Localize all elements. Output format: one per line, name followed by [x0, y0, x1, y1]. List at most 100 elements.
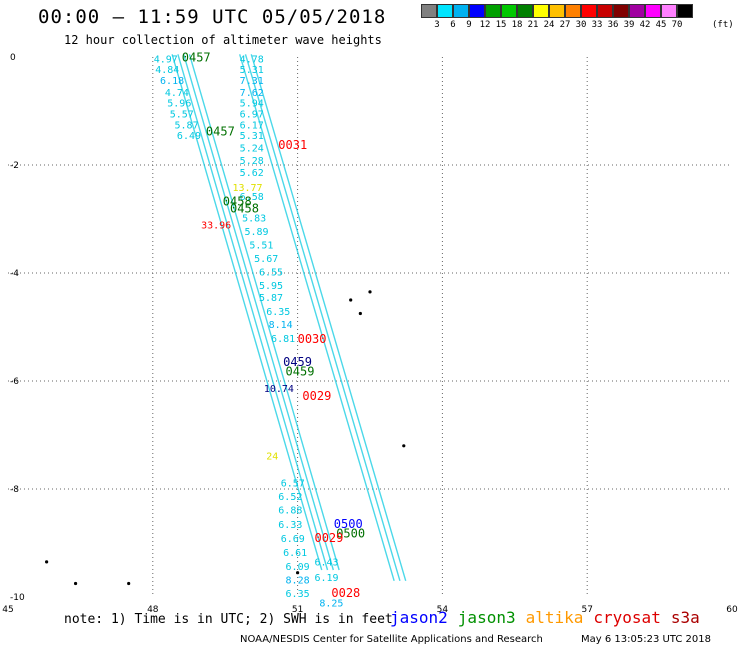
legend-label: 18 — [511, 20, 523, 30]
y-tick-label: -2 — [10, 161, 19, 171]
swh-label: 5.96 — [167, 99, 191, 110]
legend-swatch — [565, 4, 581, 18]
swh-label: 5.87 — [259, 293, 283, 304]
island-mark — [45, 560, 49, 564]
swh-label: 6.43 — [314, 558, 338, 569]
credit-text: NOAA/NESDIS Center for Satellite Applica… — [240, 634, 543, 645]
color-legend: (ft) 3 6 9 12 15 18 21 24 27 30 33 36 39 42 45 70 — [421, 4, 734, 32]
legend-label: 33 — [591, 20, 603, 30]
time-label: 0500 — [334, 517, 363, 531]
swh-label: 6.18 — [160, 76, 184, 87]
satellite-track-left — [183, 54, 334, 571]
x-tick-label: 45 — [2, 605, 13, 615]
legend-swatch — [533, 4, 549, 18]
swh-label: 5.83 — [242, 214, 266, 225]
legend-label: 21 — [527, 20, 539, 30]
legend-swatch — [549, 4, 565, 18]
legend-swatch — [597, 4, 613, 18]
note-text: note: 1) Time is in UTC; 2) SWH is in fe… — [64, 612, 393, 627]
swh-label: 5.31 — [240, 65, 264, 76]
swh-label: 6.17 — [240, 120, 264, 131]
swh-label: 33.96 — [201, 221, 231, 232]
legend-swatch — [453, 4, 469, 18]
satellite-jason3: jason3 — [457, 608, 516, 627]
swh-label: 5.95 — [259, 281, 283, 292]
y-tick-label: -4 — [10, 269, 19, 279]
legend-label: 27 — [559, 20, 571, 30]
map-subtitle: 12 hour collection of altimeter wave hei… — [64, 33, 382, 47]
swh-label: 6.69 — [281, 534, 305, 545]
y-tick-label: -10 — [10, 593, 25, 603]
legend-swatch — [661, 4, 677, 18]
legend-swatch — [629, 4, 645, 18]
legend-label: 12 — [479, 20, 491, 30]
swh-label: 5.94 — [240, 99, 264, 110]
x-tick-label: 48 — [147, 605, 159, 615]
map-title: 00:00 – 11:59 UTC 05/05/2018 — [38, 6, 387, 28]
satellite-s3a: s3a — [670, 608, 700, 627]
legend-unit: (ft) — [712, 20, 734, 30]
legend-swatch — [581, 4, 597, 18]
swh-label: 6.35 — [286, 589, 310, 600]
x-tick-label: 51 — [292, 605, 303, 615]
y-tick-label: 0 — [10, 53, 16, 63]
satellite-cryosat: cryosat — [593, 608, 661, 627]
legend-label: 70 — [671, 20, 683, 30]
swh-label: 6.33 — [278, 520, 302, 531]
legend-swatch — [517, 4, 533, 18]
legend-swatch — [613, 4, 629, 18]
swh-label: 5.67 — [254, 254, 278, 265]
island-mark — [358, 311, 362, 316]
swh-label: 4.78 — [240, 54, 264, 65]
satellite-track-right — [244, 54, 401, 581]
legend-swatch — [421, 4, 437, 18]
time-label: 0029 — [302, 389, 331, 403]
swh-label: 6.35 — [266, 307, 290, 318]
swh-label: 6.55 — [259, 268, 283, 279]
swh-label: 5.31 — [240, 131, 264, 142]
swh-label: 7.62 — [240, 88, 264, 99]
legend-swatch — [437, 4, 453, 18]
legend-label: 36 — [607, 20, 619, 30]
time-label: 0459 — [283, 355, 312, 369]
swh-label: 6.49 — [177, 131, 201, 142]
time-label: 0458 — [230, 202, 259, 216]
satellite-altika: altika — [525, 608, 584, 627]
time-label: 0500 — [336, 527, 365, 541]
swh-label: 13.77 — [232, 183, 262, 194]
swh-label: 24 — [266, 451, 278, 462]
legend-label: 42 — [639, 20, 651, 30]
satellite-legend: jason2 jason3 altika cryosat s3a — [390, 608, 710, 627]
x-tick-label: 57 — [581, 605, 592, 615]
legend-label: 39 — [623, 20, 635, 30]
time-label: 0031 — [278, 138, 307, 152]
time-label: 0458 — [223, 195, 252, 209]
legend-swatch — [485, 4, 501, 18]
satellite-track-right — [239, 54, 395, 581]
legend-swatch — [677, 4, 693, 18]
swh-label: 6.58 — [240, 192, 264, 203]
swh-label: 6.57 — [281, 478, 305, 489]
swh-label: 6.81 — [271, 334, 295, 345]
satellite-track-right — [250, 54, 407, 581]
island-mark — [368, 290, 372, 294]
legend-swatches — [421, 4, 693, 18]
legend-label: 3 — [434, 20, 440, 30]
swh-label: 8.25 — [319, 599, 343, 610]
swh-label: 7.31 — [240, 76, 264, 87]
satellite-track-left — [177, 54, 329, 571]
swh-label: 5.28 — [240, 156, 264, 167]
legend-label: 6 — [450, 20, 456, 30]
swh-label: 4.74 — [165, 88, 189, 99]
island-mark — [127, 581, 131, 586]
satellite-jason2: jason2 — [390, 608, 448, 627]
swh-label: 6.09 — [286, 562, 310, 573]
legend-label: 15 — [495, 20, 507, 30]
swh-label: 6.88 — [278, 505, 302, 516]
legend-swatch — [469, 4, 485, 18]
legend-swatch — [645, 4, 661, 18]
time-label: 0457 — [182, 50, 211, 64]
swh-label: 4.84 — [155, 65, 179, 76]
time-label: 0028 — [331, 586, 360, 600]
